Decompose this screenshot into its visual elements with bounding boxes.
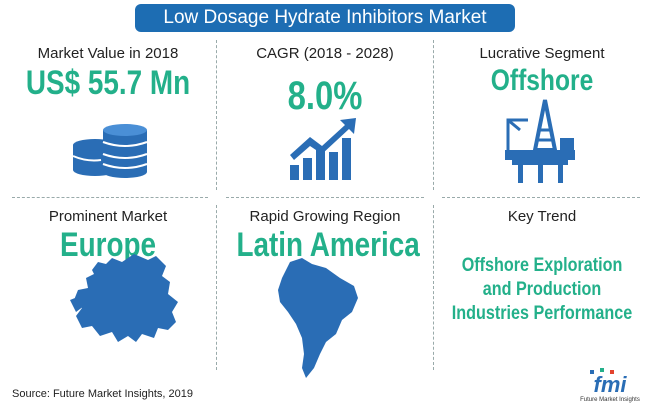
divider: [216, 40, 217, 190]
divider: [216, 205, 217, 370]
trend-line: and Production: [482, 279, 602, 300]
cell-value: Offshore: [490, 64, 594, 97]
trend-line: Offshore Exploration: [461, 255, 623, 276]
europe-map: [70, 254, 178, 342]
cell-value: 8.0%: [287, 74, 363, 118]
growth-icon: [290, 118, 356, 180]
logo-caption: Future Market Insights: [580, 397, 640, 403]
divider: [442, 197, 640, 198]
divider: [12, 197, 208, 198]
cell-label: CAGR (2018 - 2028): [256, 45, 394, 62]
logo: fmi: [593, 372, 627, 397]
cell-value: Europe: [59, 226, 157, 264]
cell-value: Latin America: [236, 226, 420, 264]
coins-icon: [72, 124, 148, 178]
cell-value: US$ 55.7 Mn: [25, 64, 191, 102]
divider: [433, 40, 434, 190]
divider: [226, 197, 424, 198]
cell-label: Market Value in 2018: [37, 45, 179, 62]
trend-line: Industries Performance: [451, 303, 633, 324]
cell-label: Lucrative Segment: [479, 45, 605, 62]
oil-rig-icon: [505, 99, 575, 183]
cell-label: Key Trend: [507, 208, 577, 225]
title: Low Dosage Hydrate Inhibitors Market: [135, 4, 515, 32]
source: Source: Future Market Insights, 2019: [12, 388, 193, 400]
divider: [433, 205, 434, 370]
cell-label: Prominent Market: [48, 208, 168, 225]
south-america-map: [278, 258, 358, 378]
cell-label: Rapid Growing Region: [249, 208, 401, 225]
